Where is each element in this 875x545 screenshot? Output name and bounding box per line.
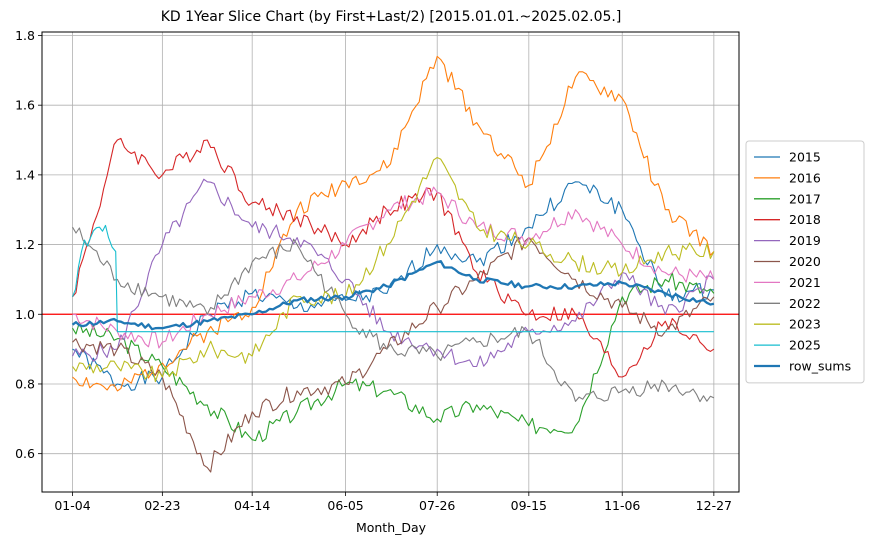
chart-title: KD 1Year Slice Chart (by First+Last/2) […: [161, 9, 622, 25]
tick-layer: 01-04 02-23 04-14 06-05 07-26 09-15 11-06 12-27…: [15, 28, 732, 513]
legend-label: 2025: [789, 338, 821, 353]
x-tick-label: 07-26: [419, 498, 455, 513]
x-tick-label: 09-15: [511, 498, 547, 513]
legend-label: 2018: [789, 212, 821, 227]
legend: 2015 2016 2017 2018 2019 2020 2021 2022 2023 2025…: [745, 140, 865, 384]
plot-frame: [41, 31, 740, 493]
legend-label: 2020: [789, 254, 821, 269]
y-tick-label: 1.6: [15, 98, 35, 113]
y-tick-label: 0.6: [15, 446, 35, 461]
series-line-2023: [72, 156, 715, 383]
series-line-2018: [72, 137, 715, 378]
series-line-2016: [72, 55, 715, 392]
x-tick-label: 06-05: [327, 498, 363, 513]
x-axis-label: Month_Day: [356, 520, 427, 535]
series-line-2015: [72, 181, 714, 391]
y-tick-label: 1.2: [15, 237, 35, 252]
legend-label: 2023: [789, 317, 821, 332]
x-tick-label: 11-06: [604, 498, 640, 513]
y-tick-label: 1.0: [15, 307, 35, 322]
legend-label: 2022: [789, 296, 821, 311]
legend-label: row_sums: [789, 359, 851, 374]
series-line-2025: [71, 224, 714, 333]
legend-label: 2015: [789, 150, 821, 165]
y-tick-label: 1.8: [15, 28, 35, 43]
legend-label: 2021: [789, 275, 821, 290]
y-tick-label: 1.4: [15, 167, 35, 182]
series-line-row_sums: [71, 260, 715, 331]
x-tick-label: 01-04: [54, 498, 90, 513]
x-tick-label: 02-23: [144, 498, 180, 513]
series-layer: [71, 55, 715, 473]
legend-label: 2016: [789, 170, 821, 185]
x-tick-label: 04-14: [234, 498, 270, 513]
series-line-2022: [72, 226, 715, 403]
legend-label: 2017: [789, 191, 821, 206]
series-line-2021: [72, 186, 715, 349]
y-tick-label: 0.8: [15, 376, 35, 391]
series-line-2017: [72, 272, 715, 443]
series-line-2020: [72, 236, 715, 473]
legend-label: 2019: [789, 233, 821, 248]
x-tick-label: 12-27: [696, 498, 732, 513]
legend-box: [745, 140, 865, 384]
